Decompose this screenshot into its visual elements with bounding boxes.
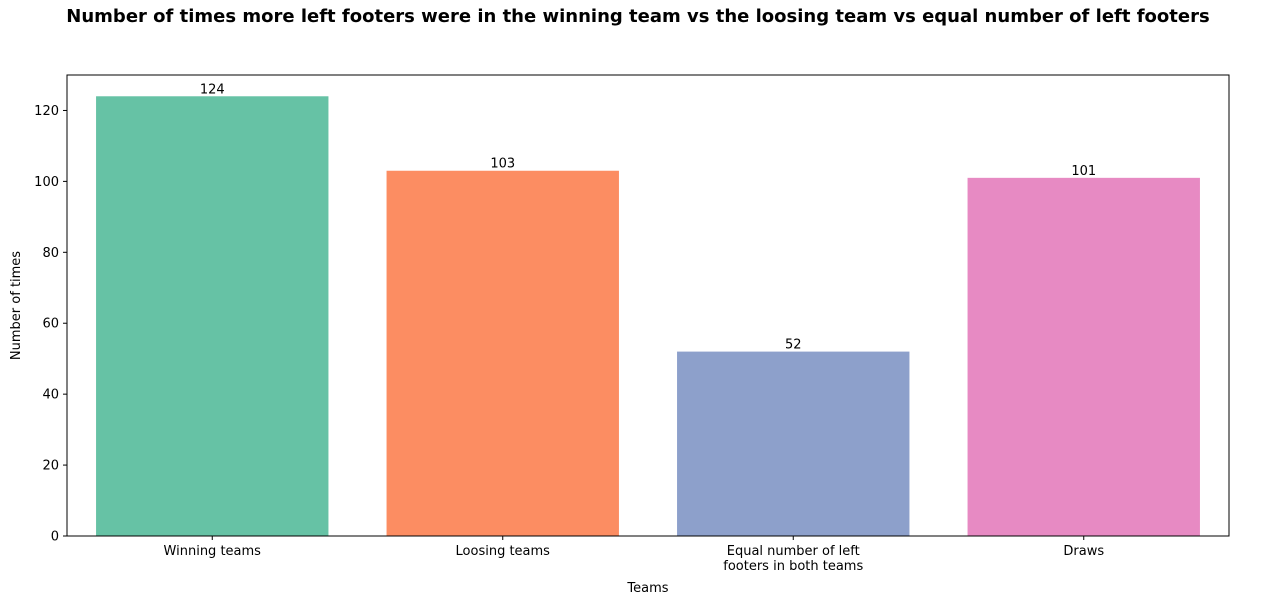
y-tick-label-2: 40 — [42, 388, 59, 403]
x-tick-label-2-line-1: footers in both teams — [723, 559, 863, 574]
bar-0 — [96, 96, 329, 537]
y-tick-label-6: 120 — [34, 104, 59, 119]
data-label-3: 101 — [1071, 164, 1096, 179]
data-label-0: 124 — [200, 82, 225, 97]
chart-title: Number of times more left footers were i… — [66, 6, 1210, 27]
y-tick-label-1: 20 — [42, 459, 59, 474]
bar-1 — [386, 170, 619, 536]
bar-3 — [967, 177, 1200, 537]
x-tick-label-1: Loosing teams — [456, 544, 551, 559]
x-tick-label-2-line-0: Equal number of left — [727, 544, 860, 559]
y-tick-label-3: 60 — [42, 317, 59, 332]
data-label-1: 103 — [490, 157, 515, 172]
bars-group — [96, 96, 1200, 537]
x-tick-label-0: Winning teams — [164, 544, 262, 559]
x-axis-label: Teams — [626, 581, 668, 596]
y-tick-label-0: 0 — [51, 530, 59, 545]
bar-2 — [677, 351, 910, 536]
y-axis-label: Number of times — [9, 251, 24, 360]
x-tick-label-3: Draws — [1063, 544, 1104, 559]
y-axis: 0 20 40 60 80 100 120 — [34, 104, 67, 545]
x-axis: Winning teams Loosing teams Equal number o… — [164, 536, 1104, 574]
y-tick-label-4: 80 — [42, 246, 59, 261]
y-tick-label-5: 100 — [34, 175, 59, 190]
plot-frame — [66, 74, 1230, 537]
data-labels-group: 124 103 52 101 — [200, 82, 1096, 352]
data-label-2: 52 — [785, 338, 802, 353]
